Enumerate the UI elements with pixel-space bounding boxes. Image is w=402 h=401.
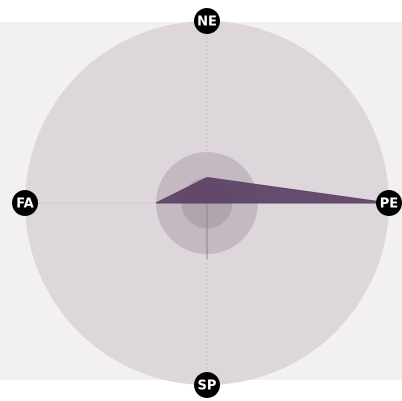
axis-badge-fa (12, 190, 38, 216)
radar-gridlines (25, 21, 389, 385)
axis-label-sp: SP (194, 372, 220, 398)
axis-label-text-pe: PE (380, 197, 398, 212)
axis-label-text-ne: NE (197, 15, 217, 30)
axis-label-pe: PE (376, 190, 402, 216)
axis-label-text-fa: FA (16, 197, 33, 212)
axis-label-fa: FA (12, 190, 38, 216)
axis-label-ne: NE (194, 8, 220, 34)
axis-badge-pe (376, 190, 402, 216)
radar-axis-labels: NE PE SP FA (12, 8, 402, 398)
axis-badge-ne (194, 8, 220, 34)
axis-label-text-sp: SP (198, 379, 217, 394)
radar-series (155, 177, 390, 204)
series-polygon-1 (155, 177, 390, 204)
axis-badge-sp (194, 372, 220, 398)
